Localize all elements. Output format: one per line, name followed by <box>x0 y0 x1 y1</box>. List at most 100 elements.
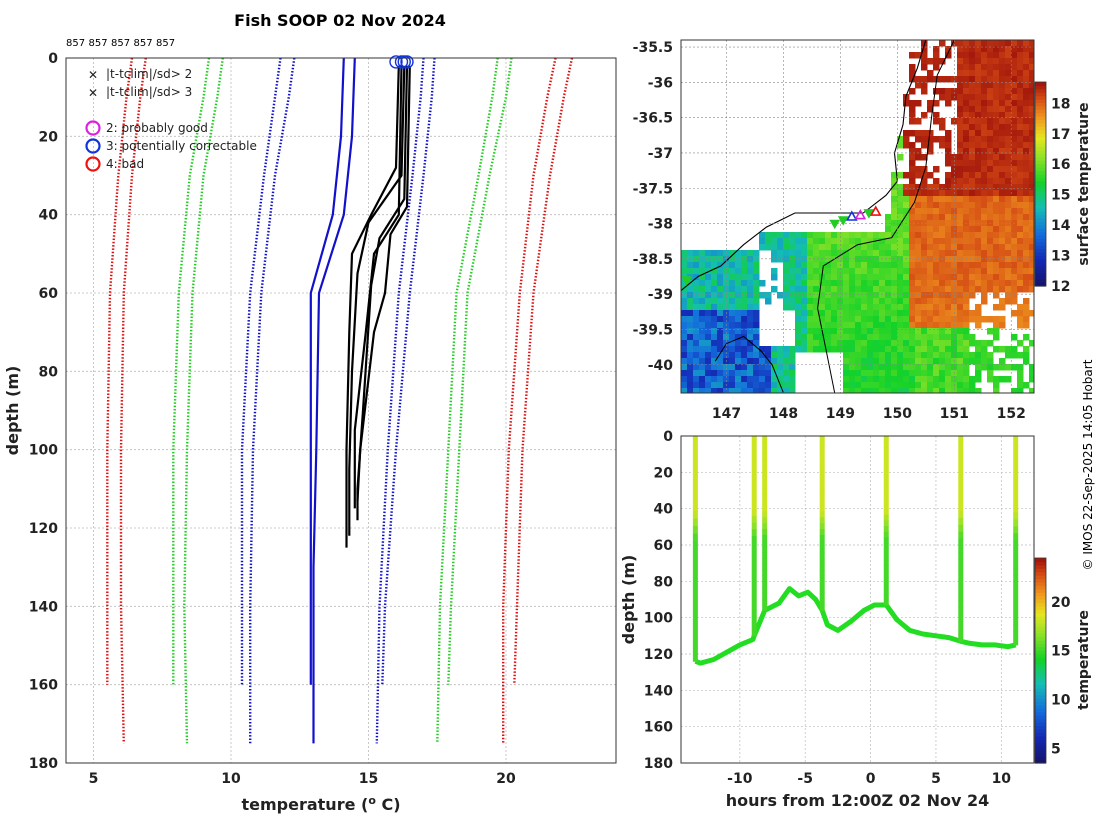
sst-cell <box>969 286 976 293</box>
sst-cell <box>993 46 1000 53</box>
sst-cell <box>849 286 856 293</box>
sst-cell <box>969 124 976 131</box>
sst-cell <box>1017 142 1024 149</box>
sst-cell <box>891 238 898 245</box>
sst-cell <box>837 292 844 299</box>
sst-cell <box>849 388 856 393</box>
sst-cell <box>1029 154 1034 161</box>
sst-cell <box>891 256 898 263</box>
sst-cell <box>921 352 928 359</box>
sst-cell <box>855 238 862 245</box>
sst-cell <box>969 316 976 323</box>
sst-cell <box>969 142 976 149</box>
sst-cell <box>927 382 934 389</box>
sst-cell <box>783 304 790 311</box>
sst-cell <box>897 346 904 353</box>
colorbar-segment <box>1035 109 1046 114</box>
y-tick-label: 60 <box>654 538 674 554</box>
sst-cell <box>861 304 868 311</box>
plot-frame <box>65 57 617 764</box>
sst-cell <box>1011 202 1018 209</box>
sst-cell <box>921 214 928 221</box>
sst-cell <box>1017 190 1024 197</box>
sst-cell <box>981 202 988 209</box>
sst-cell <box>771 364 778 371</box>
sst-cell <box>969 184 976 191</box>
sst-cell <box>897 136 904 143</box>
colorbar-segment <box>1035 622 1046 627</box>
sst-cell <box>903 250 910 257</box>
sst-cell <box>963 304 970 311</box>
sst-cell <box>939 388 946 393</box>
sst-cell <box>975 118 982 125</box>
sst-cell <box>789 382 796 389</box>
y-tick-label: -37 <box>648 146 673 162</box>
sst-cell <box>927 202 934 209</box>
sst-cell <box>813 262 820 269</box>
sst-cell <box>873 376 880 383</box>
sst-cell <box>705 358 712 365</box>
sst-cell <box>945 316 952 323</box>
sst-cell <box>957 214 964 221</box>
sst-cell <box>693 304 700 311</box>
sst-cell <box>957 292 964 299</box>
sst-cell <box>855 316 862 323</box>
sst-cell <box>1011 196 1018 203</box>
x-tick-label: 15 <box>359 771 378 787</box>
sst-cell <box>981 298 988 305</box>
sst-cell <box>1023 268 1030 275</box>
sst-cell <box>933 352 940 359</box>
sst-cell <box>717 310 724 317</box>
x-tick-label: 149 <box>826 406 855 422</box>
sst-cell <box>909 100 916 107</box>
sst-cell <box>969 70 976 77</box>
sst-cell <box>921 346 928 353</box>
sst-cell <box>1017 250 1024 257</box>
sst-cell <box>801 334 808 341</box>
sst-cell <box>987 52 994 59</box>
sst-cell <box>939 322 946 329</box>
sst-cell <box>915 376 922 383</box>
sst-cell <box>921 376 928 383</box>
sst-cell <box>1029 166 1034 173</box>
sst-cell <box>987 364 994 371</box>
sst-cell <box>813 340 820 347</box>
sst-cell <box>831 328 838 335</box>
sst-cell <box>909 70 916 77</box>
series-clim-2sd-low-b <box>183 57 224 744</box>
colorbar-tick-label: 5 <box>1051 741 1061 757</box>
sst-cell <box>891 250 898 257</box>
sst-cell <box>705 310 712 317</box>
sst-cell <box>939 352 946 359</box>
sst-cell <box>1023 208 1030 215</box>
sst-cell <box>885 340 892 347</box>
sst-cell <box>951 364 958 371</box>
sst-cell <box>1005 220 1012 227</box>
colorbar-segment <box>1035 599 1046 604</box>
sst-cell <box>699 382 706 389</box>
sst-cell <box>741 292 748 299</box>
sst-cell <box>801 292 808 299</box>
sst-cell <box>993 58 1000 65</box>
sst-cell <box>795 322 802 329</box>
sst-cell <box>1023 178 1030 185</box>
sst-cell <box>831 232 838 239</box>
sst-cell <box>981 166 988 173</box>
sst-cell <box>963 220 970 227</box>
sst-cell <box>723 268 730 275</box>
sst-cell <box>957 220 964 227</box>
sst-cell <box>939 274 946 281</box>
sst-cell <box>693 250 700 257</box>
sst-cell <box>1017 322 1024 329</box>
sst-cell <box>861 250 868 257</box>
sst-cell <box>921 232 928 239</box>
sst-cell <box>777 358 784 365</box>
sst-cell <box>993 142 1000 149</box>
sst-cell <box>975 268 982 275</box>
colorbar-segment <box>1035 235 1046 239</box>
sst-cell <box>681 262 688 269</box>
sst-cell <box>951 88 958 95</box>
sst-cell <box>855 388 862 393</box>
sst-cell <box>681 310 688 317</box>
sst-cell <box>801 256 808 263</box>
